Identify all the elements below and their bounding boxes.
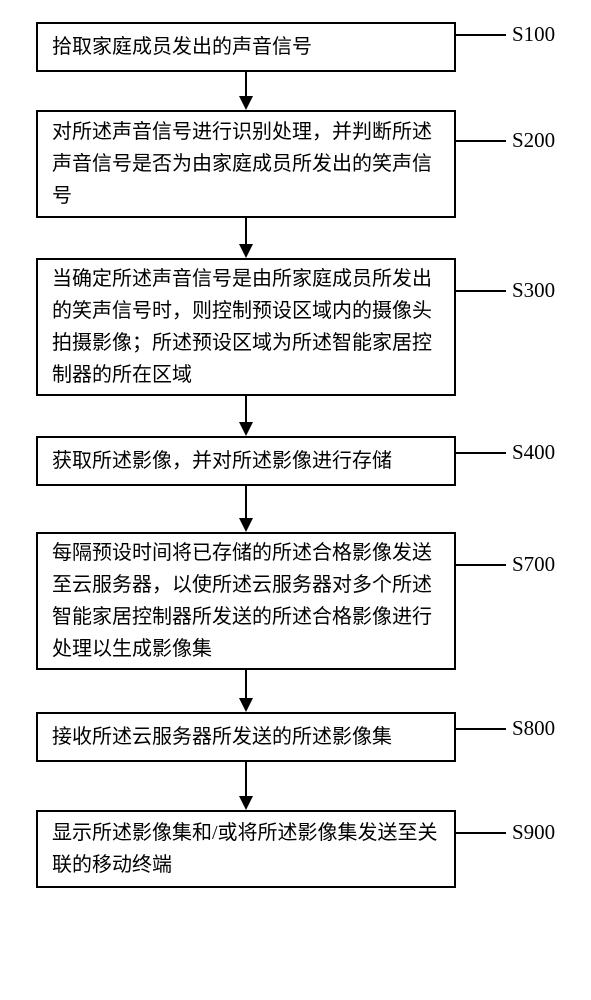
arrow-s400-s700 xyxy=(245,486,247,520)
label-line-s800 xyxy=(456,728,506,730)
label-line-s700 xyxy=(456,564,506,566)
step-label-s900: S900 xyxy=(512,820,555,845)
flowchart-node-s400: 获取所述影像，并对所述影像进行存储 xyxy=(36,436,456,486)
label-line-s900 xyxy=(456,832,506,834)
label-line-s400 xyxy=(456,452,506,454)
step-label-s800: S800 xyxy=(512,716,555,741)
arrow-s200-s300 xyxy=(245,218,247,246)
label-line-s200 xyxy=(456,140,506,142)
node-text: 拾取家庭成员发出的声音信号 xyxy=(52,31,312,63)
arrowhead-icon xyxy=(239,518,253,532)
arrowhead-icon xyxy=(239,96,253,110)
step-label-s200: S200 xyxy=(512,128,555,153)
arrow-s800-s900 xyxy=(245,762,247,798)
node-text: 获取所述影像，并对所述影像进行存储 xyxy=(52,445,392,477)
flowchart-node-s200: 对所述声音信号进行识别处理，并判断所述声音信号是否为由家庭成员所发出的笑声信号 xyxy=(36,110,456,218)
arrow-s700-s800 xyxy=(245,670,247,700)
step-label-s300: S300 xyxy=(512,278,555,303)
arrow-s300-s400 xyxy=(245,396,247,424)
flowchart-node-s700: 每隔预设时间将已存储的所述合格影像发送至云服务器，以使所述云服务器对多个所述智能… xyxy=(36,532,456,670)
node-text: 每隔预设时间将已存储的所述合格影像发送至云服务器，以使所述云服务器对多个所述智能… xyxy=(52,537,440,665)
label-line-s300 xyxy=(456,290,506,292)
node-text: 对所述声音信号进行识别处理，并判断所述声音信号是否为由家庭成员所发出的笑声信号 xyxy=(52,116,440,212)
flowchart-node-s800: 接收所述云服务器所发送的所述影像集 xyxy=(36,712,456,762)
arrowhead-icon xyxy=(239,244,253,258)
label-line-s100 xyxy=(456,34,506,36)
flowchart-node-s300: 当确定所述声音信号是由所家庭成员所发出的笑声信号时，则控制预设区域内的摄像头拍摄… xyxy=(36,258,456,396)
arrowhead-icon xyxy=(239,796,253,810)
flowchart-node-s100: 拾取家庭成员发出的声音信号 xyxy=(36,22,456,72)
node-text: 当确定所述声音信号是由所家庭成员所发出的笑声信号时，则控制预设区域内的摄像头拍摄… xyxy=(52,263,440,391)
flowchart-canvas: 拾取家庭成员发出的声音信号 对所述声音信号进行识别处理，并判断所述声音信号是否为… xyxy=(0,0,591,1000)
node-text: 接收所述云服务器所发送的所述影像集 xyxy=(52,721,392,753)
flowchart-node-s900: 显示所述影像集和/或将所述影像集发送至关联的移动终端 xyxy=(36,810,456,888)
arrowhead-icon xyxy=(239,698,253,712)
arrow-s100-s200 xyxy=(245,72,247,98)
step-label-s100: S100 xyxy=(512,22,555,47)
step-label-s700: S700 xyxy=(512,552,555,577)
step-label-s400: S400 xyxy=(512,440,555,465)
arrowhead-icon xyxy=(239,422,253,436)
node-text: 显示所述影像集和/或将所述影像集发送至关联的移动终端 xyxy=(52,817,440,881)
